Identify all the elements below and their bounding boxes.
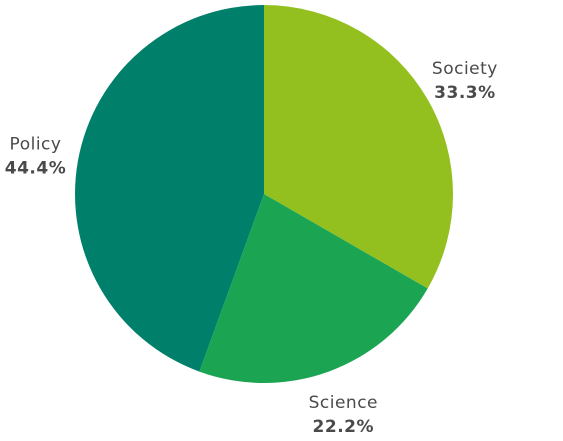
- slice-percent-policy: 44.4%: [5, 159, 66, 179]
- pie-slice-science: [199, 194, 428, 383]
- pie-slices: [75, 5, 454, 383]
- pie-slice-policy: [75, 5, 264, 372]
- slice-percent-science: 22.2%: [313, 417, 374, 437]
- slice-label-science: Science: [309, 393, 378, 413]
- slice-label-policy: Policy: [10, 135, 62, 155]
- slice-percent-society: 33.3%: [434, 83, 495, 103]
- pie-slice-society: [264, 5, 454, 289]
- slice-label-society: Society: [432, 59, 498, 79]
- pie-labels: Society 33.3% Science 22.2% Policy 44.4%: [5, 59, 498, 437]
